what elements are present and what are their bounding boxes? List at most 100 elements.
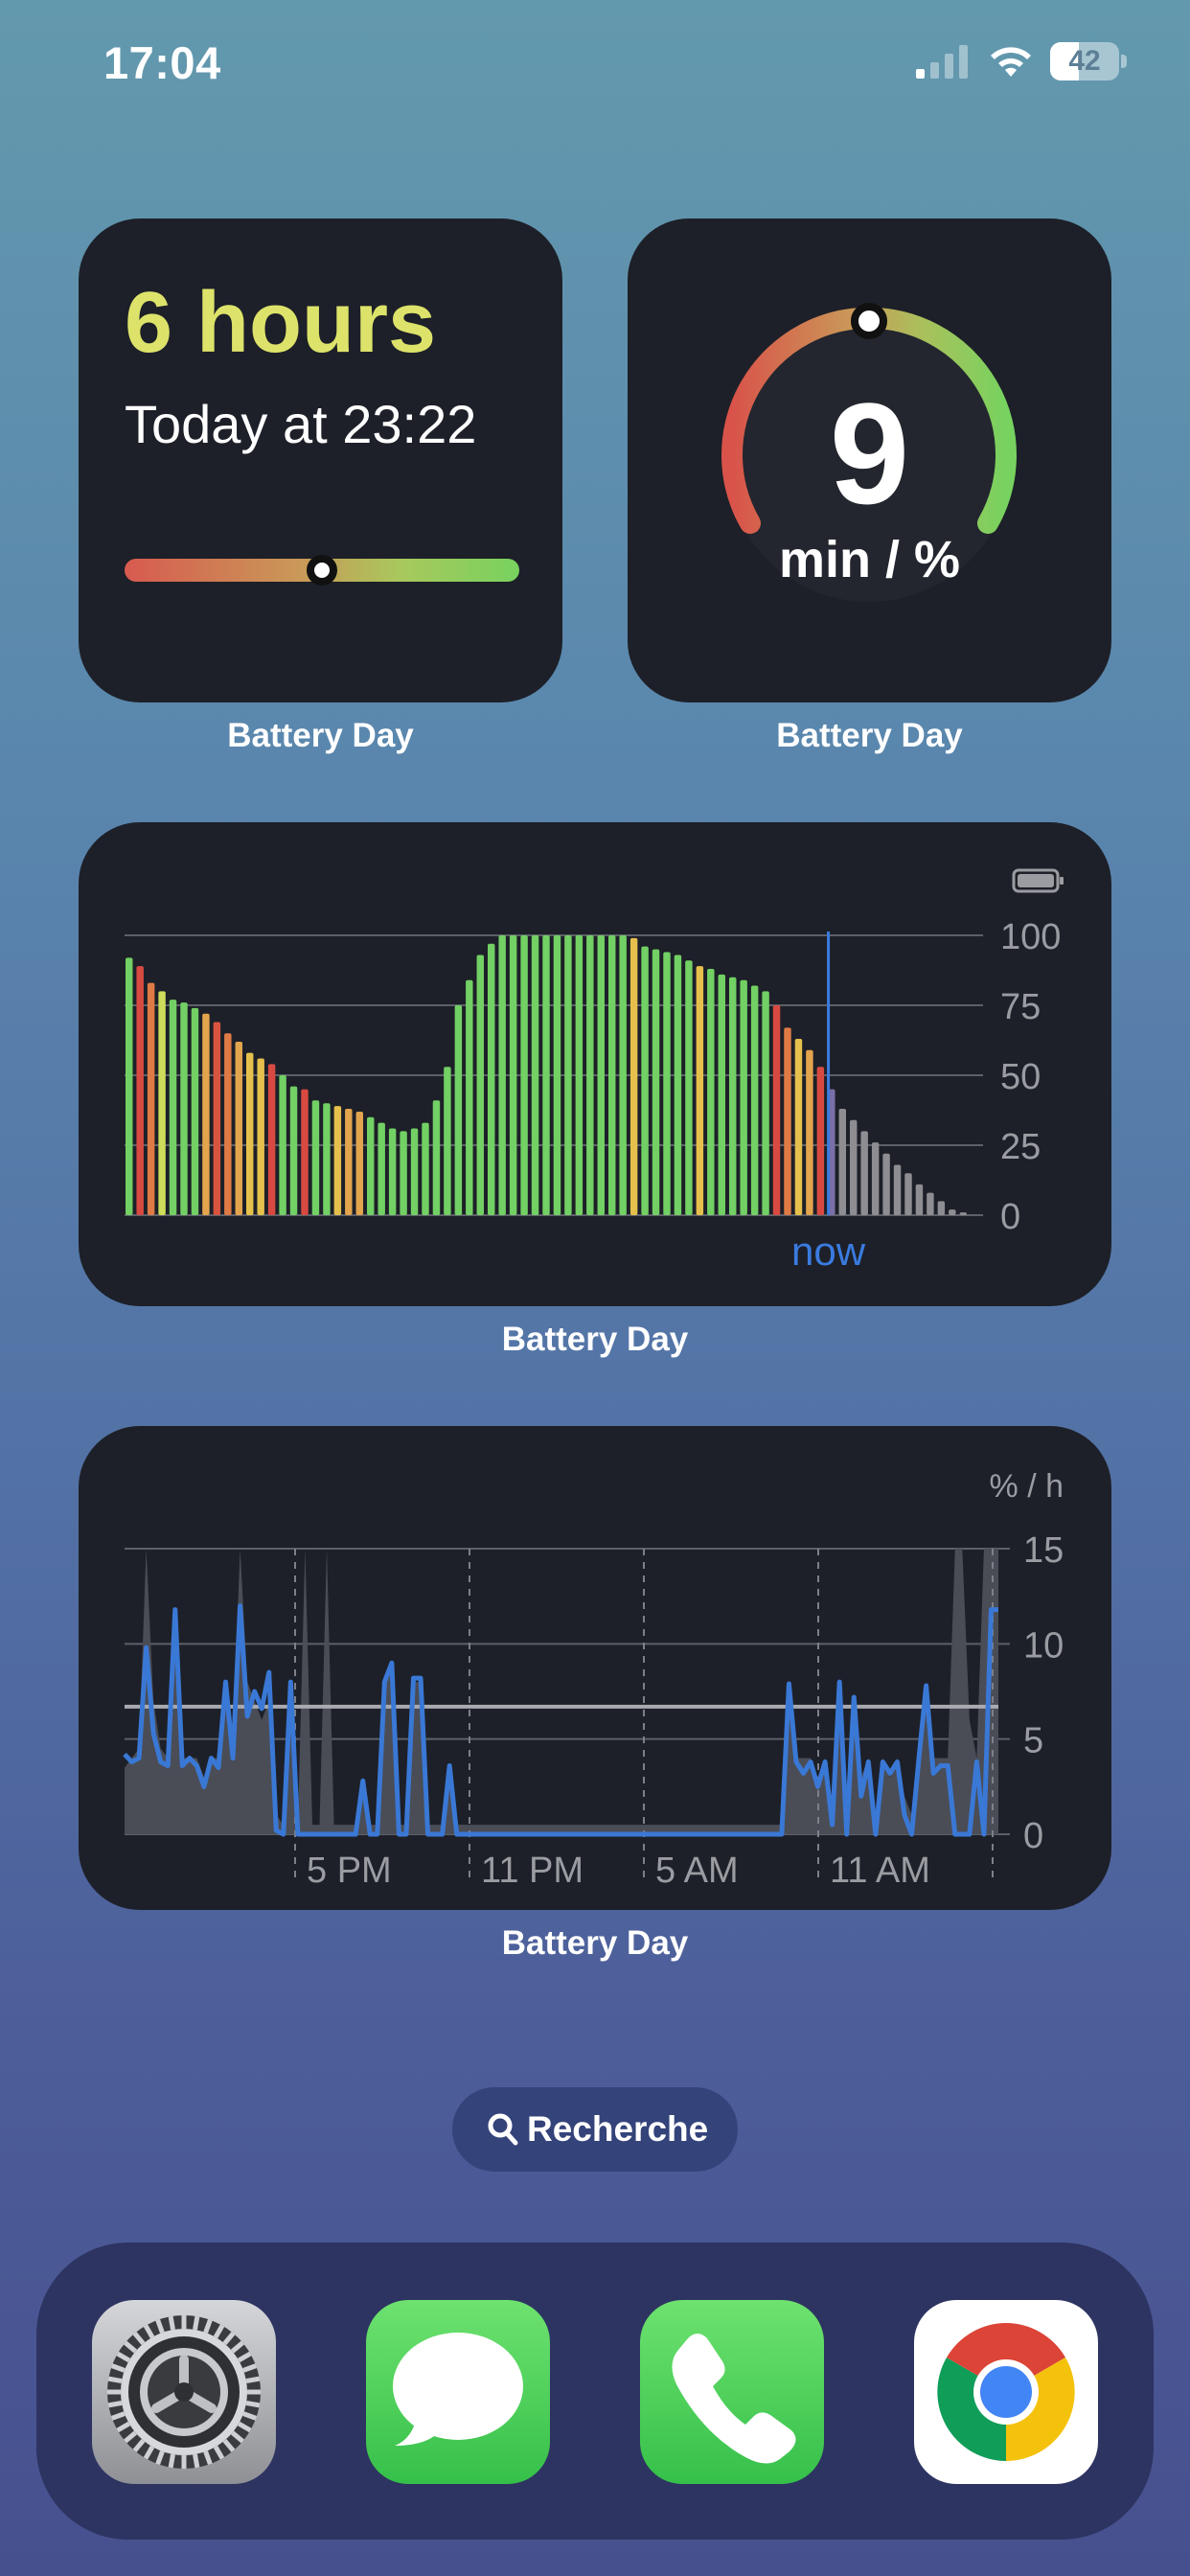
discharge-rate-chart: % / h 15 10 5 0 5 PM 11 PM 5 AM 11 AM xyxy=(123,1468,1064,1891)
level-bar xyxy=(794,1039,803,1215)
y-tick-label: 10 xyxy=(1023,1625,1064,1666)
unit-label: % / h xyxy=(990,1468,1064,1505)
level-bar xyxy=(257,1058,264,1215)
x-tick-label: 5 PM xyxy=(307,1851,392,1891)
level-bar xyxy=(147,982,155,1215)
discharge-rate-chart-widget[interactable]: % / h 15 10 5 0 5 PM 11 PM 5 AM 11 AM xyxy=(79,1426,1111,1910)
y-tick-label: 15 xyxy=(1023,1530,1064,1571)
level-bar xyxy=(158,991,166,1215)
level-bar xyxy=(301,1089,309,1215)
level-bar xyxy=(629,937,638,1215)
rate-gauge xyxy=(721,303,1017,602)
widget-label: Battery Day xyxy=(227,717,414,754)
level-bar xyxy=(213,1022,221,1215)
discharge-rate-widget[interactable]: 9 min / % xyxy=(628,218,1111,702)
battery-level-chart: 100 75 50 25 0 now xyxy=(125,868,1064,1274)
level-bar xyxy=(564,935,572,1215)
level-bar xyxy=(838,1109,846,1215)
level-bar xyxy=(444,1067,451,1215)
remaining-duration: 6 hours xyxy=(125,275,437,371)
widget-label: Battery Day xyxy=(501,1321,689,1358)
level-bar xyxy=(509,935,517,1215)
level-bar xyxy=(816,1067,825,1215)
message-bubble-icon xyxy=(393,2333,523,2446)
y-tick-label: 75 xyxy=(1000,987,1041,1027)
level-bar xyxy=(959,1212,967,1215)
dock xyxy=(36,2242,1154,2540)
level-bar xyxy=(531,935,539,1215)
rate-unit: min / % xyxy=(778,531,961,588)
cellular-signal-icon xyxy=(916,45,968,79)
rate-value: 9 xyxy=(829,373,910,534)
y-tick-label: 50 xyxy=(1000,1057,1041,1097)
level-bar xyxy=(750,985,759,1215)
search-icon xyxy=(488,2113,518,2146)
level-bar xyxy=(586,935,594,1215)
level-bar xyxy=(685,960,693,1215)
level-bar xyxy=(136,966,144,1215)
level-bar xyxy=(740,979,747,1215)
level-bar xyxy=(367,1116,375,1215)
level-bar xyxy=(949,1209,956,1215)
level-bar xyxy=(904,1173,912,1215)
level-bar xyxy=(311,1100,320,1215)
level-bar xyxy=(180,1002,188,1215)
level-bar xyxy=(850,1119,858,1215)
chrome-app[interactable] xyxy=(914,2300,1098,2484)
level-bar xyxy=(246,1052,254,1215)
level-bar xyxy=(410,1128,419,1215)
level-bar xyxy=(279,1075,286,1215)
x-tick-label: 11 AM xyxy=(830,1851,930,1891)
battery-icon xyxy=(1012,868,1064,893)
level-bar xyxy=(882,1153,890,1215)
level-bar xyxy=(652,949,660,1215)
y-tick-label: 0 xyxy=(1023,1816,1043,1856)
search-label: Recherche xyxy=(527,2109,709,2149)
level-bar xyxy=(619,935,627,1215)
level-bar xyxy=(707,969,715,1215)
level-bar xyxy=(860,1131,868,1215)
battery-indicator: 42 xyxy=(1050,42,1129,80)
search-button[interactable]: Recherche xyxy=(452,2087,738,2172)
x-tick-label: 5 AM xyxy=(655,1851,739,1891)
x-tick-label: 11 PM xyxy=(481,1851,584,1891)
level-bar xyxy=(772,1005,781,1215)
gauge-marker xyxy=(851,303,887,339)
wifi-icon xyxy=(991,47,1031,77)
battery-level-chart-widget[interactable]: 100 75 50 25 0 now xyxy=(79,822,1111,1306)
settings-app[interactable] xyxy=(92,2300,276,2484)
phone-app[interactable] xyxy=(640,2300,824,2484)
level-bar xyxy=(235,1041,242,1215)
y-tick-label: 0 xyxy=(1000,1197,1020,1237)
level-bar xyxy=(542,935,550,1215)
level-bar xyxy=(915,1184,924,1215)
level-bar xyxy=(333,1106,342,1215)
level-bar xyxy=(378,1122,385,1215)
battery-remaining-widget[interactable]: 6 hours Today at 23:22 xyxy=(79,218,562,702)
settings-gear-icon xyxy=(107,2315,261,2469)
level-bar xyxy=(718,974,725,1215)
battery-percent: 42 xyxy=(1068,45,1101,77)
level-bar xyxy=(927,1192,934,1215)
level-bar xyxy=(871,1142,880,1215)
level-bar xyxy=(126,957,133,1215)
level-bar xyxy=(202,1013,210,1215)
level-bar xyxy=(289,1086,298,1215)
messages-app[interactable] xyxy=(366,2300,550,2484)
level-bar xyxy=(806,1049,813,1215)
level-bar xyxy=(696,966,704,1215)
widget-label: Battery Day xyxy=(776,717,963,754)
level-bar xyxy=(520,935,528,1215)
rate-line xyxy=(123,1603,998,1837)
level-bar xyxy=(388,1128,397,1215)
level-bar xyxy=(663,952,671,1215)
level-bar xyxy=(191,1007,199,1215)
y-tick-label: 5 xyxy=(1023,1721,1043,1761)
level-bar xyxy=(498,935,506,1215)
level-bar xyxy=(267,1064,276,1215)
level-bar xyxy=(400,1131,407,1215)
status-time: 17:04 xyxy=(103,37,221,88)
level-bar xyxy=(432,1100,441,1215)
y-tick-label: 100 xyxy=(1000,917,1061,957)
rate-area xyxy=(125,1549,998,1834)
